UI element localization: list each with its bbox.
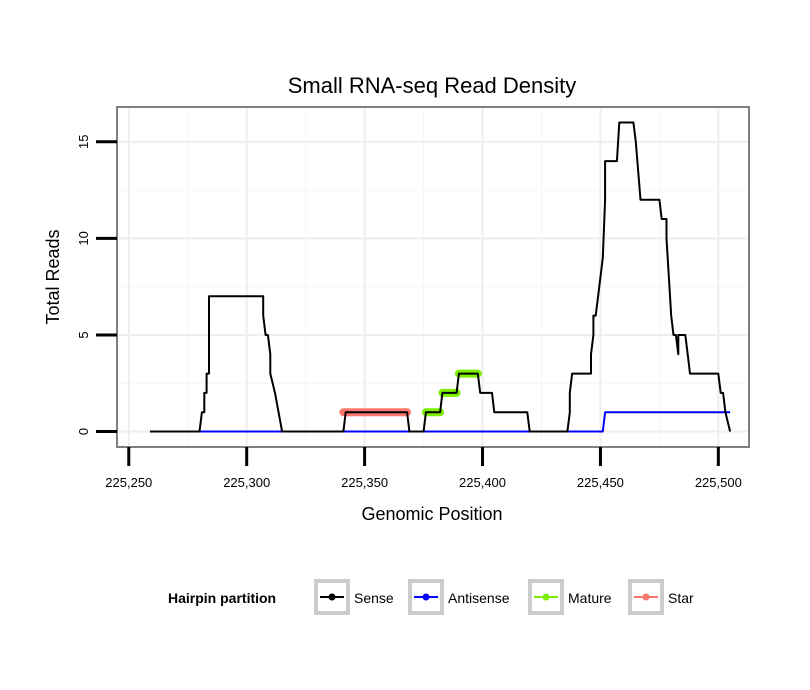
legend-key-point — [542, 593, 550, 601]
series-line-antisense — [150, 411, 731, 433]
legend-title: Hairpin partition — [168, 590, 276, 606]
x-axis-title: Genomic Position — [361, 504, 502, 524]
legend-label-sense: Sense — [354, 590, 394, 606]
legend: Hairpin partition Sense Antisense Mature St… — [168, 579, 694, 615]
legend-entries: Sense Antisense Mature Star — [314, 579, 694, 615]
x-tick-label: 225,400 — [459, 475, 506, 490]
series-line-sense — [150, 121, 732, 433]
x-tick-label: 225,250 — [105, 475, 152, 490]
legend-key-point — [328, 593, 336, 601]
y-tick-label: 5 — [76, 331, 91, 338]
plot-background — [116, 106, 750, 448]
y-axis-title: Total Reads — [43, 229, 63, 324]
legend-key-point — [422, 593, 430, 601]
plot-panel — [116, 106, 750, 448]
y-tick-label: 0 — [76, 428, 91, 435]
x-tick-label: 225,500 — [695, 475, 742, 490]
series-lines — [150, 121, 732, 433]
x-tick-label: 225,350 — [341, 475, 388, 490]
x-tick-label: 225,450 — [577, 475, 624, 490]
legend-label-antisense: Antisense — [448, 590, 510, 606]
legend-label-mature: Mature — [568, 590, 612, 606]
x-axis: 225,250 225,300 225,350 225,400 225,450 225,5… — [105, 447, 742, 490]
y-tick-label: 15 — [76, 135, 91, 149]
y-axis: 0 5 10 15 — [76, 135, 117, 435]
x-tick-label: 225,300 — [223, 475, 270, 490]
legend-label-star: Star — [668, 590, 694, 606]
y-tick-label: 10 — [76, 231, 91, 245]
legend-key-point — [642, 593, 650, 601]
chart-title: Small RNA-seq Read Density — [288, 73, 577, 98]
